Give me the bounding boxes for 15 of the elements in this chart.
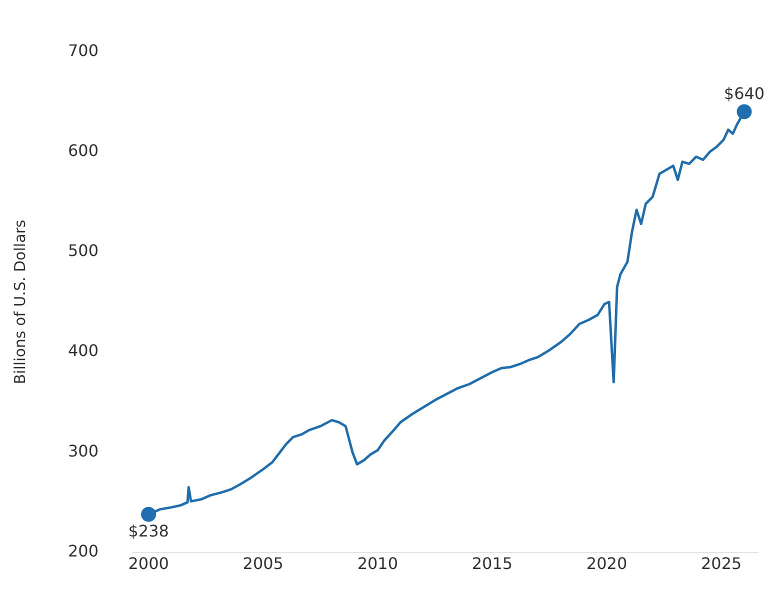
x-tick-label: 2005	[242, 554, 284, 574]
y-tick-label: 200	[68, 542, 99, 561]
x-tick-label: 2000	[128, 554, 169, 574]
y-axis-title: Billions of U.S. Dollars	[10, 220, 29, 384]
x-tick-label: 2015	[472, 554, 513, 574]
x-tick-label: 2020	[586, 554, 628, 574]
y-tick-label: 500	[68, 241, 99, 260]
x-tick-label: 2010	[357, 554, 398, 574]
y-tick-label: 300	[68, 441, 99, 460]
annotation: $238	[128, 521, 169, 540]
y-tick-label: 700	[68, 40, 99, 60]
annotation: $640	[724, 84, 765, 103]
y-tick-label: 600	[68, 140, 99, 160]
x-tick-label: 2025	[700, 554, 742, 574]
y-tick-label: 400	[68, 341, 99, 360]
